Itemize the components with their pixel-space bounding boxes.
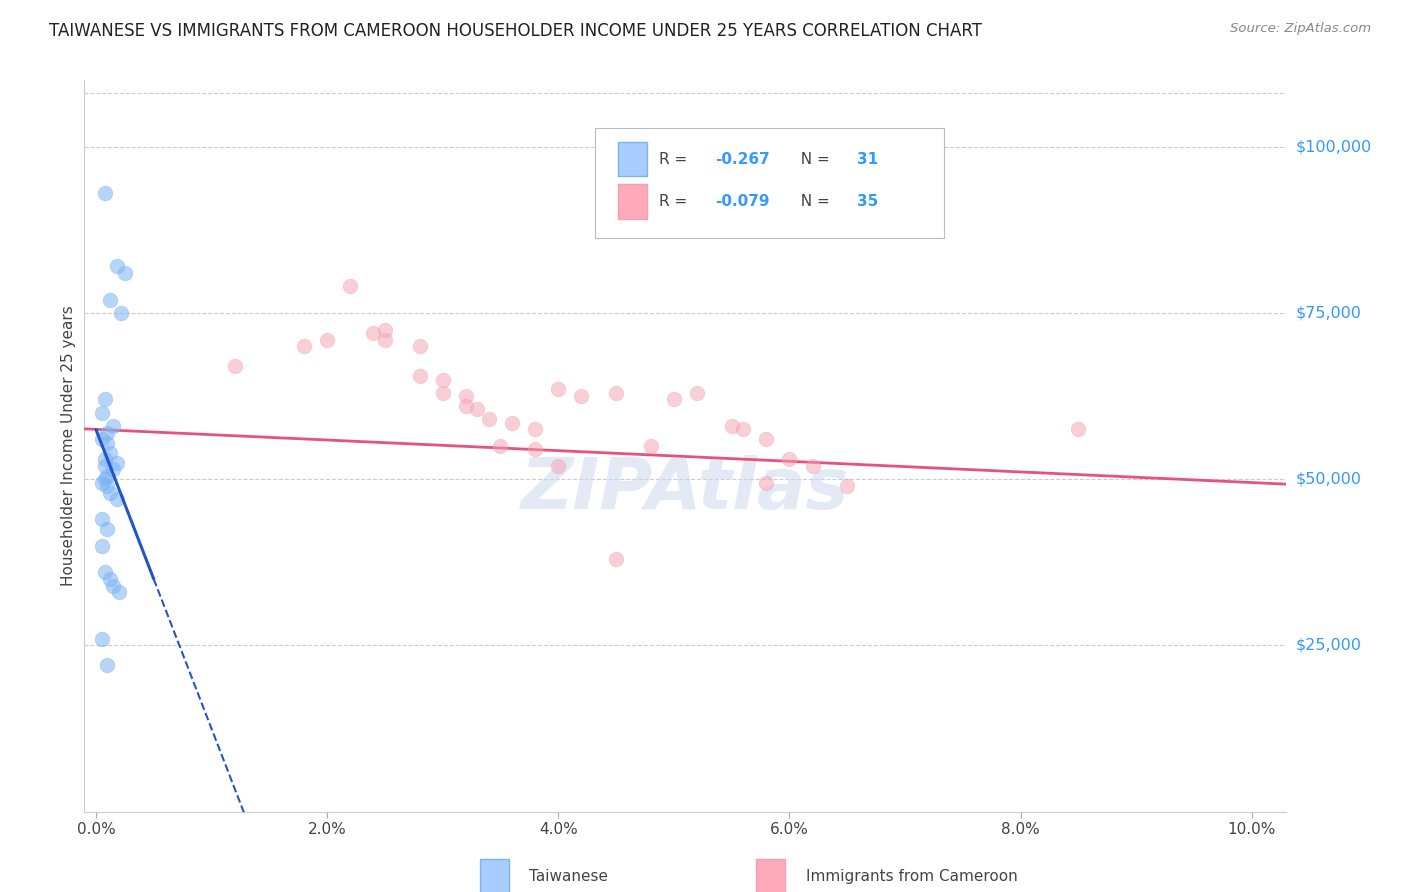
Point [524,442,547,457]
Point [98,572,121,586]
Point [90,475,112,490]
Point [801,458,824,473]
Point [605,552,627,566]
Point [547,383,569,397]
Point [571,389,593,403]
Point [105,492,128,507]
Text: $25,000: $25,000 [1296,638,1362,653]
Point [605,385,627,400]
Point [432,385,454,400]
Point [96,425,118,440]
Text: -0.267: -0.267 [716,152,770,167]
Point [686,385,709,400]
Point [90,433,112,447]
FancyBboxPatch shape [756,858,785,892]
FancyBboxPatch shape [619,142,647,176]
Point [778,452,800,467]
Point [224,359,246,374]
Text: $50,000: $50,000 [1296,472,1362,487]
Point [94,566,117,580]
Point [94,392,117,407]
Point [103,419,125,434]
Text: 31: 31 [858,152,879,167]
Point [110,306,132,320]
Point [98,293,121,307]
Point [114,266,136,280]
Point [662,392,685,407]
Point [454,399,477,413]
Point [103,462,125,476]
Point [1067,422,1090,436]
Point [733,422,755,436]
Point [98,485,121,500]
Point [489,439,512,453]
Point [363,326,385,340]
Point [467,402,489,417]
FancyBboxPatch shape [479,858,509,892]
FancyBboxPatch shape [619,184,647,219]
Point [94,186,117,201]
Point [90,539,112,553]
Point [547,458,569,473]
Point [720,419,742,434]
Point [96,522,118,536]
Point [94,452,117,467]
Text: -0.079: -0.079 [716,194,770,210]
Point [94,458,117,473]
Text: N =: N = [792,194,835,210]
Point [96,658,118,673]
Point [105,260,128,274]
Point [501,416,523,430]
Point [103,579,125,593]
Text: N =: N = [792,152,835,167]
Point [374,323,396,337]
Text: 35: 35 [858,194,879,210]
Point [94,472,117,486]
Point [90,632,112,646]
Point [454,389,477,403]
Point [755,475,778,490]
Point [432,372,454,386]
Point [374,333,396,347]
Text: Immigrants from Cameroon: Immigrants from Cameroon [806,869,1018,884]
Point [640,439,662,453]
Text: R =: R = [659,194,692,210]
Text: Source: ZipAtlas.com: Source: ZipAtlas.com [1230,22,1371,36]
Point [408,369,430,384]
Point [90,406,112,420]
Point [292,339,315,353]
Point [96,435,118,450]
Point [837,479,859,493]
Text: ZIPAtlas: ZIPAtlas [522,456,849,524]
Point [108,585,131,599]
Point [105,456,128,470]
Point [524,422,547,436]
Point [339,279,361,293]
Point [98,445,121,459]
Text: Taiwanese: Taiwanese [529,869,609,884]
Text: $100,000: $100,000 [1296,139,1372,154]
Text: $75,000: $75,000 [1296,306,1362,320]
Y-axis label: Householder Income Under 25 years: Householder Income Under 25 years [60,306,76,586]
Point [316,333,339,347]
FancyBboxPatch shape [595,128,943,237]
Text: R =: R = [659,152,692,167]
Point [478,412,501,426]
Point [755,433,778,447]
Point [408,339,430,353]
Point [96,479,118,493]
Point [90,512,112,526]
Point [96,469,118,483]
Text: TAIWANESE VS IMMIGRANTS FROM CAMEROON HOUSEHOLDER INCOME UNDER 25 YEARS CORRELAT: TAIWANESE VS IMMIGRANTS FROM CAMEROON HO… [49,22,983,40]
